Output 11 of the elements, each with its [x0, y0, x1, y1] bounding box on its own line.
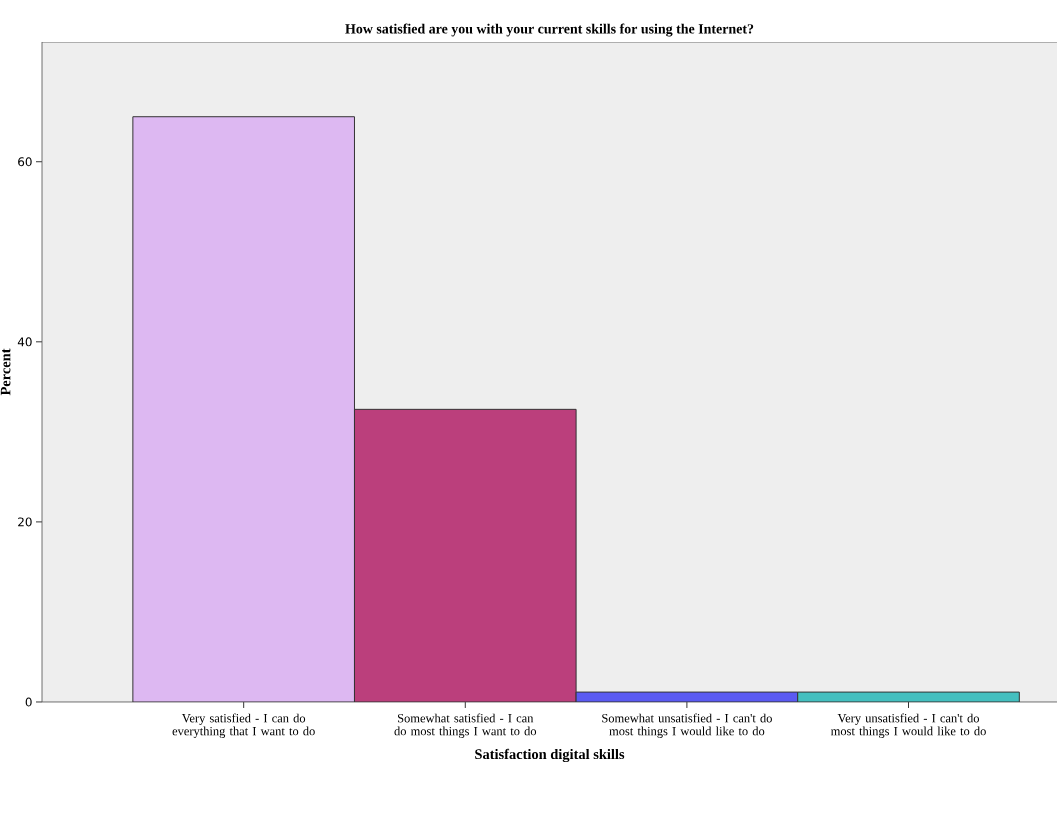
y-axis-title: Percent — [0, 348, 11, 396]
y-tick-label: 60 — [18, 157, 32, 167]
x-tick-label: Somewhat satisfied - I can do most things I want to do — [394, 713, 537, 738]
y-tick-label: 20 — [18, 517, 32, 527]
x-tick-label: Somewhat unsatisfied - I can't do most things I would like to do — [602, 713, 772, 738]
y-tick-label: 0 — [25, 697, 32, 707]
x-axis-title: Satisfaction digital skills — [475, 748, 625, 763]
x-tick-label: Very unsatisfied - I can't do most things I would like to do — [830, 713, 986, 738]
y-tick-label: 40 — [17, 337, 32, 347]
chart-title: How satisfied are you with your current skills for using the Internet? — [345, 23, 754, 37]
x-tick-label: Very satisfied - I can do everything that I want to do — [172, 713, 315, 738]
